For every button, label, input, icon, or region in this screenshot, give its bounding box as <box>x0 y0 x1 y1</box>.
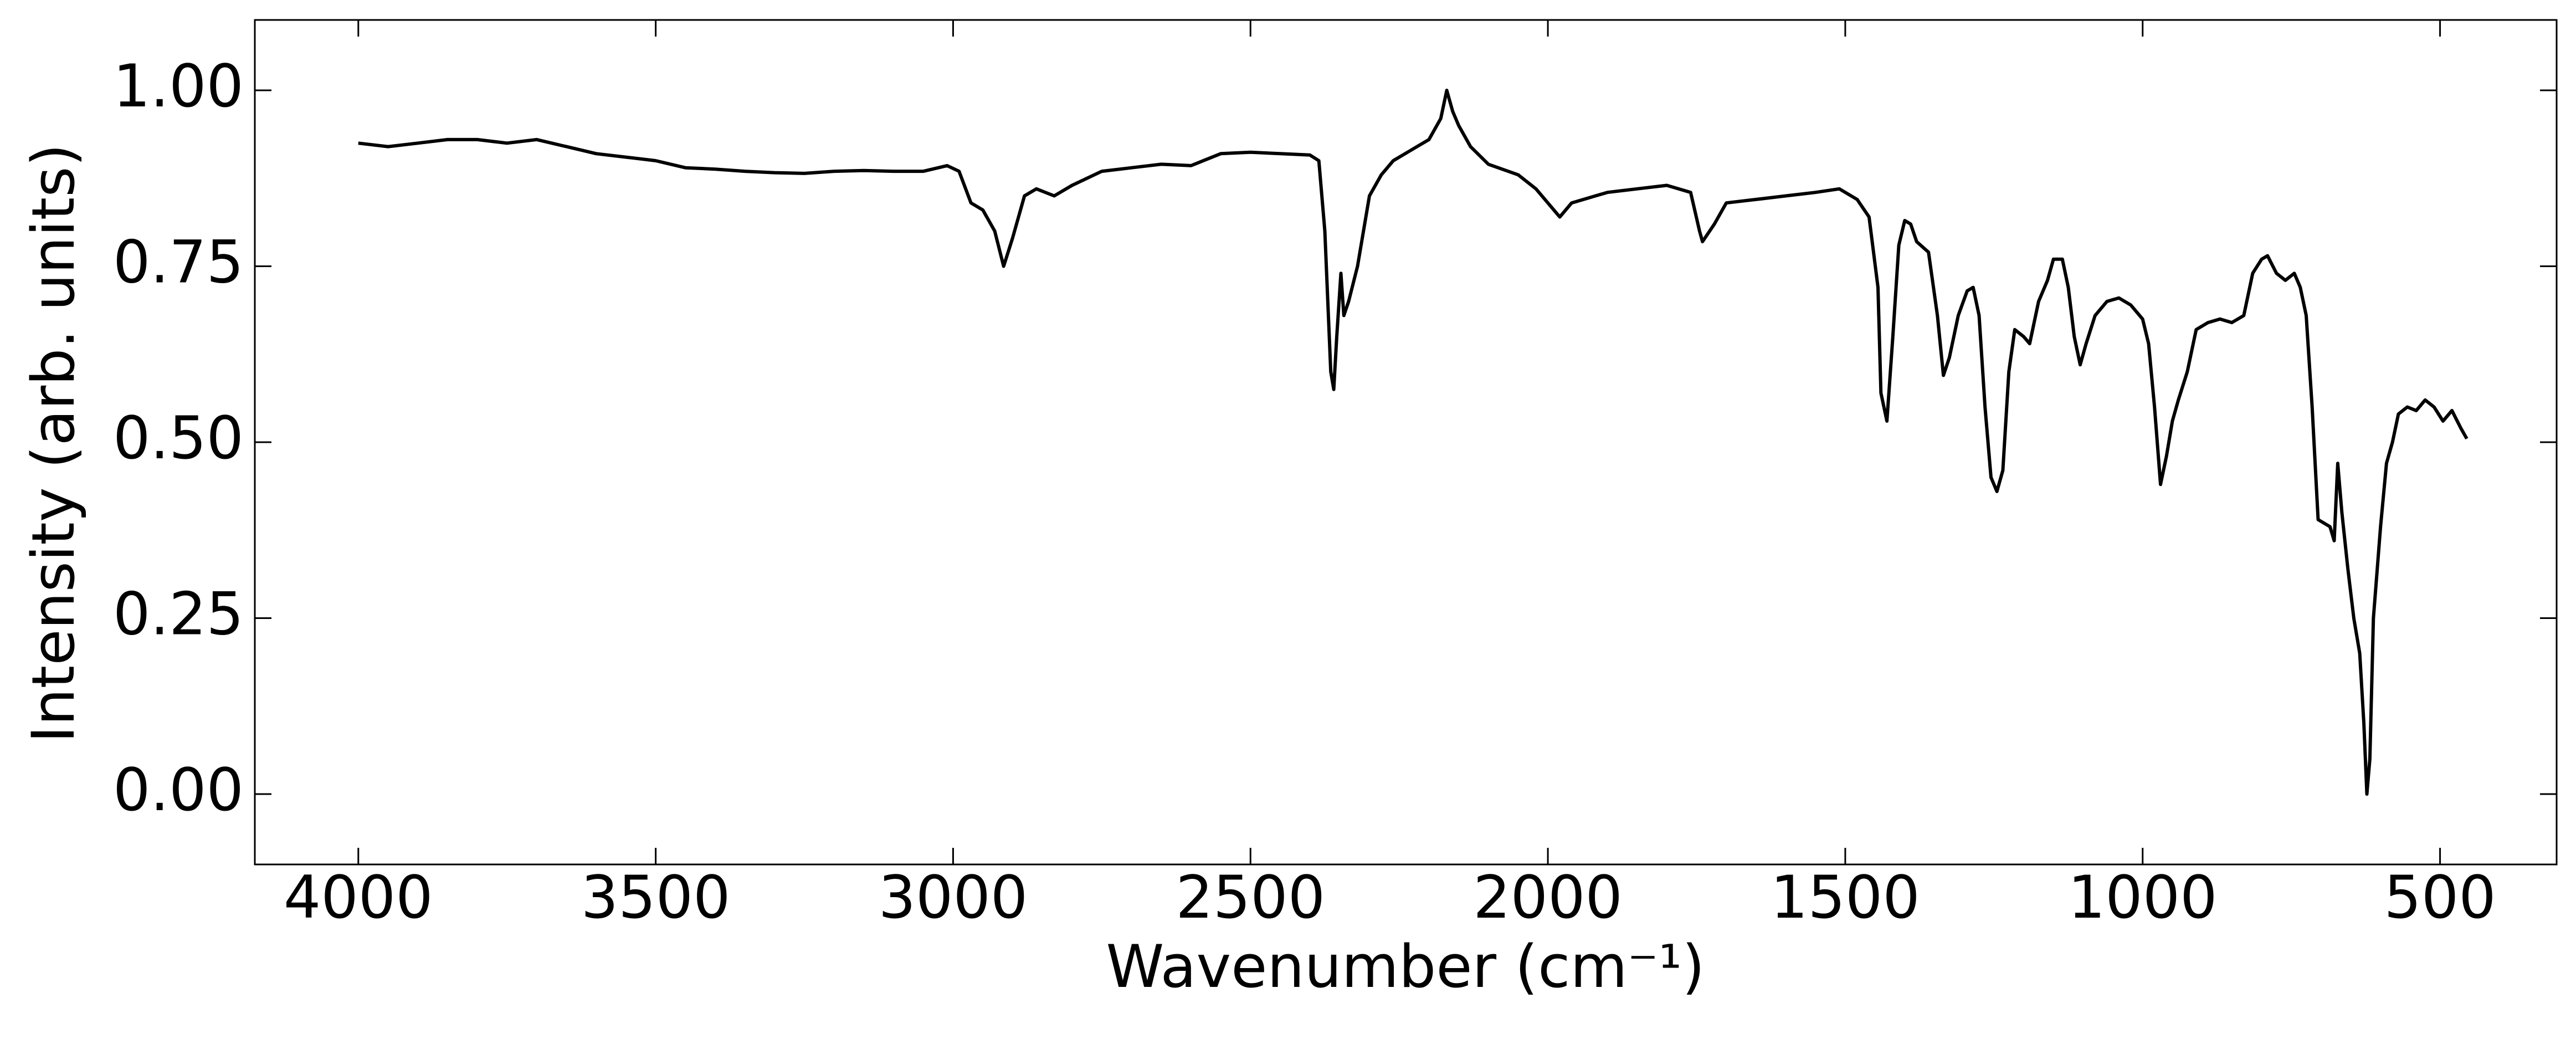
x-axis-label: Wavenumber (cm⁻¹) <box>1106 933 1705 1001</box>
y-tick-label: 0.00 <box>113 756 244 824</box>
y-tick-label: 0.25 <box>113 580 244 648</box>
plot-frame <box>254 19 2558 866</box>
y-tick-label: 0.75 <box>113 228 244 296</box>
spectrum-line <box>358 89 2469 796</box>
y-tick-label: 0.50 <box>113 404 244 472</box>
x-tick-label: 2000 <box>1473 863 1623 931</box>
x-tick-label: 3500 <box>581 863 731 931</box>
x-tick-label: 4000 <box>284 863 433 931</box>
y-tick-label: 1.00 <box>113 52 244 120</box>
y-axis-label: Intensity (arb. units) <box>19 144 88 743</box>
x-tick-label: 2500 <box>1176 863 1325 931</box>
x-tick-label: 1500 <box>1771 863 1920 931</box>
x-tick-label: 500 <box>2384 863 2496 931</box>
x-tick-label: 3000 <box>879 863 1028 931</box>
x-tick-label: 1000 <box>2068 863 2218 931</box>
